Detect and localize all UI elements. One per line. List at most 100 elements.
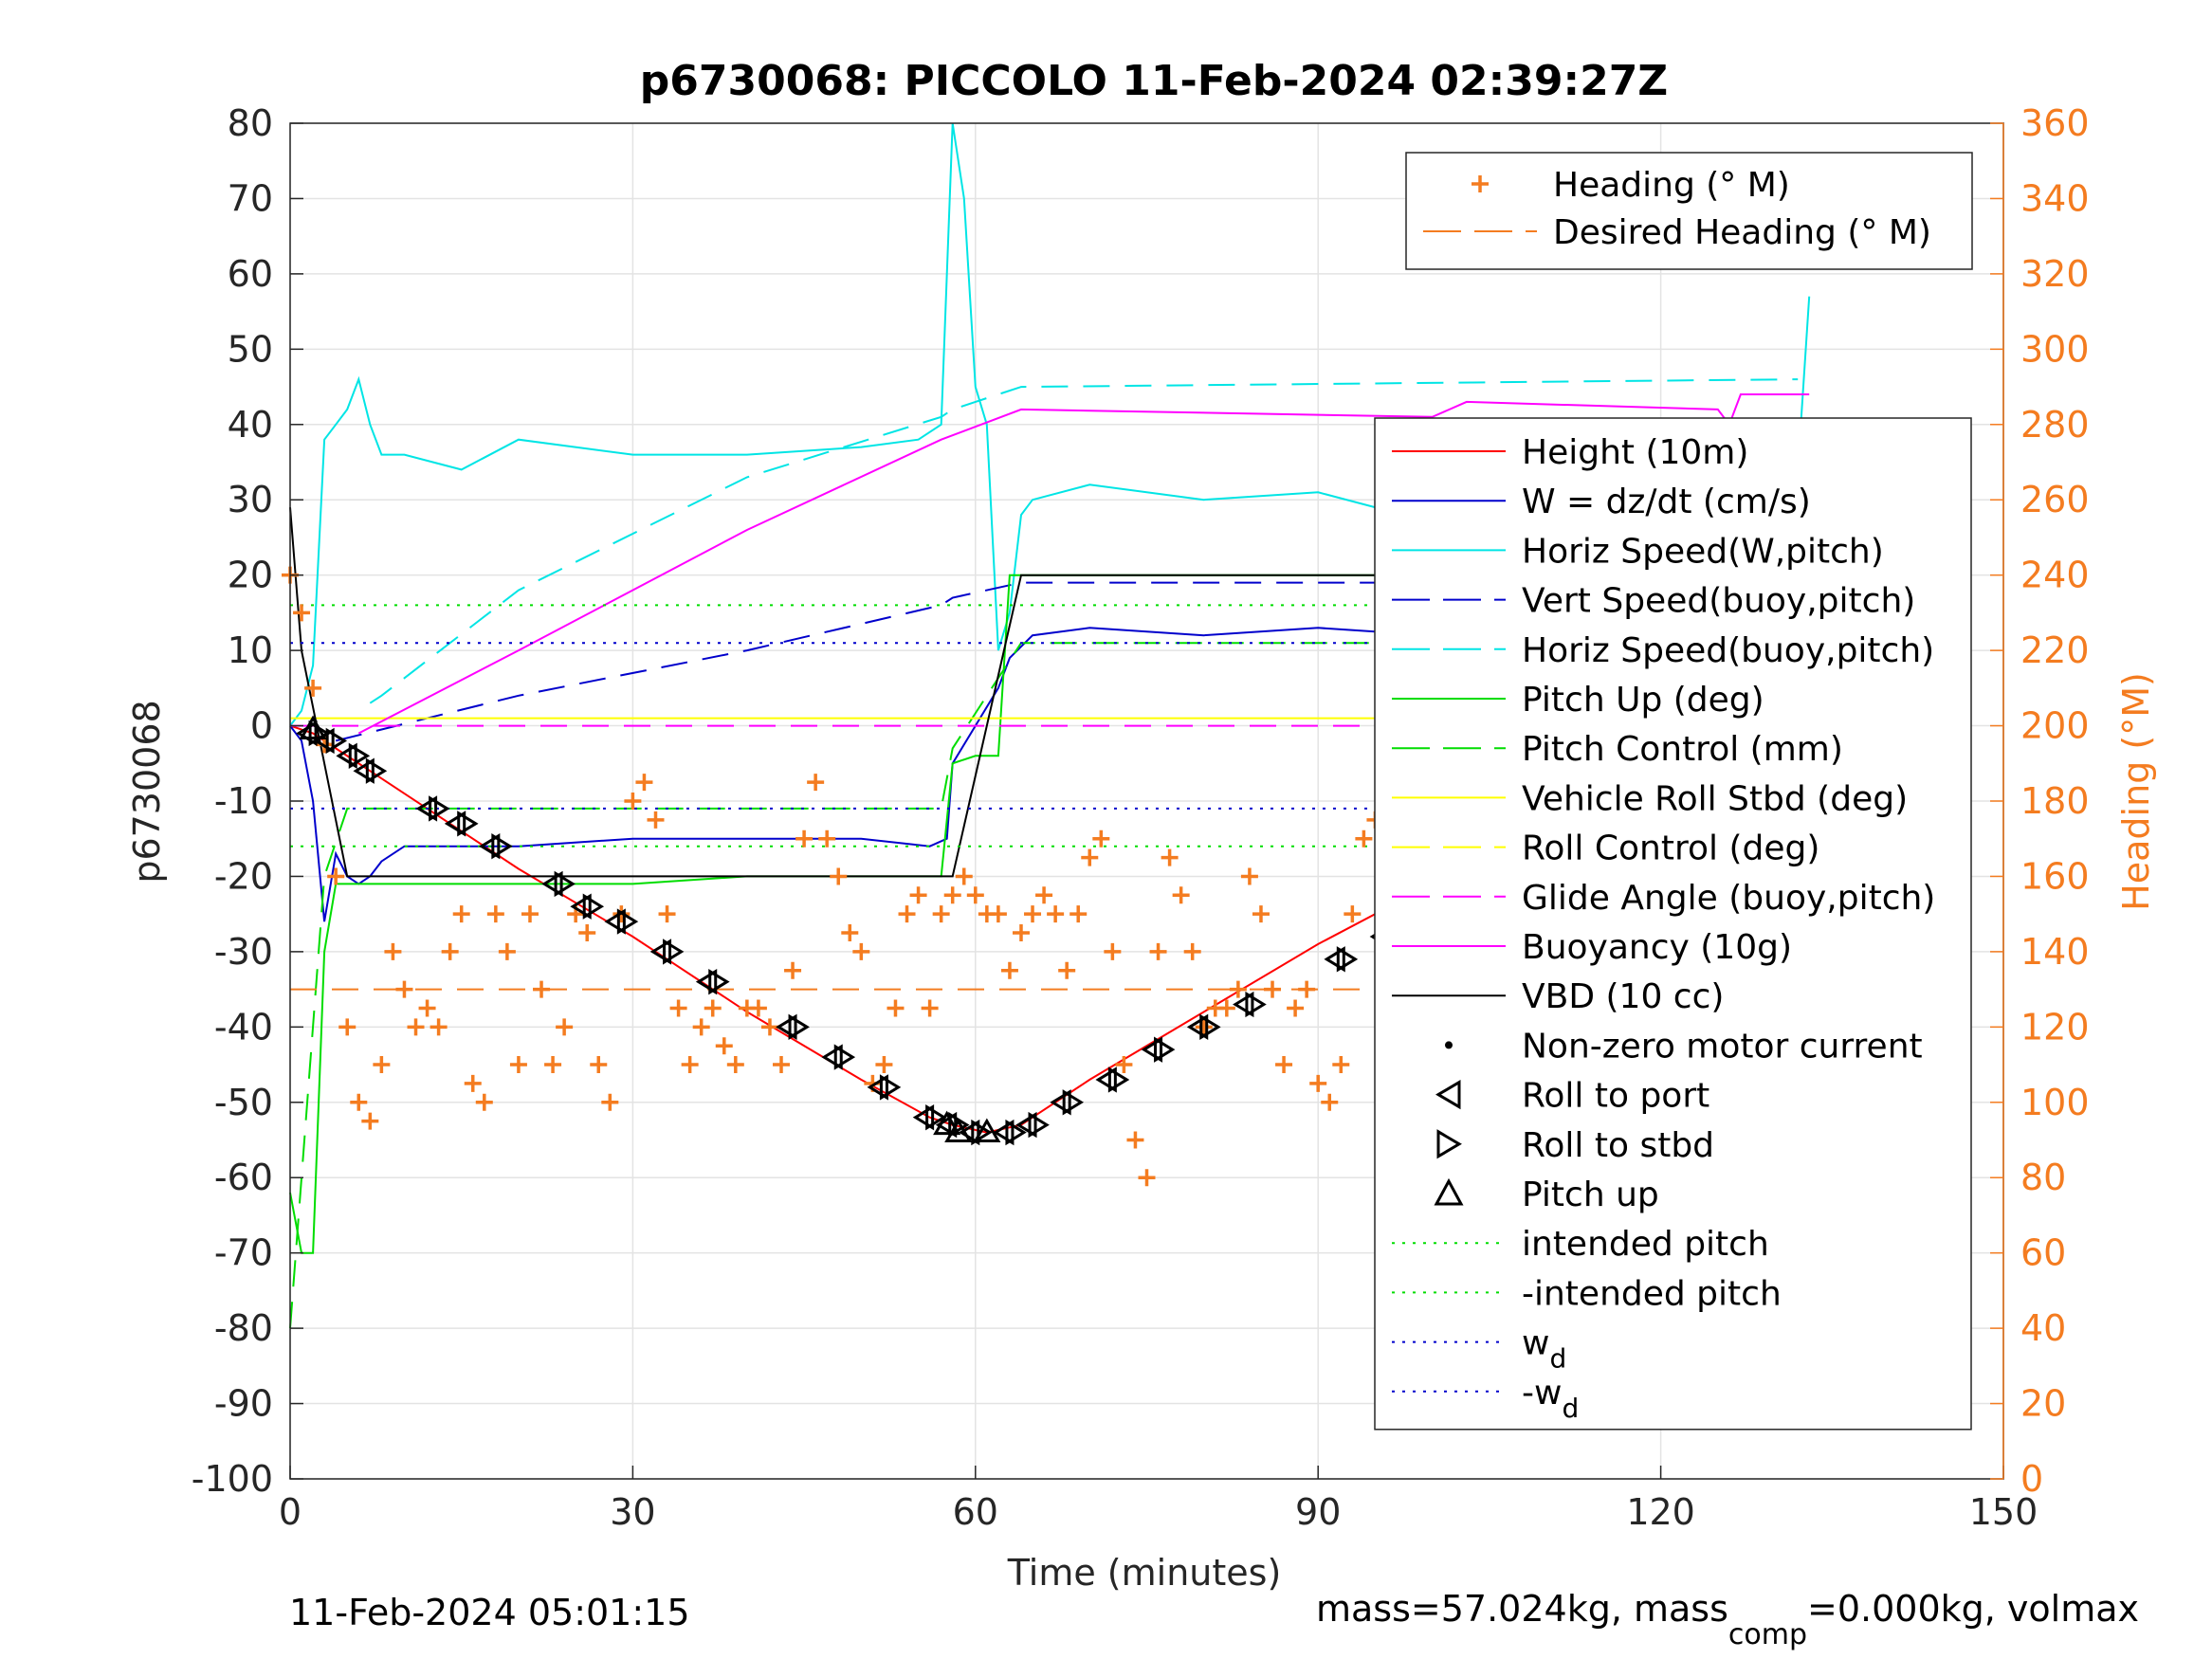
legend-label: Roll Control (deg)	[1522, 830, 1819, 868]
heading-point	[726, 1056, 744, 1074]
heading-point	[1115, 1056, 1133, 1074]
y-right-tick-label: 200	[2020, 705, 2090, 747]
legend-label: Height (10m)	[1522, 433, 1748, 472]
legend-label-text: Desired Heading (° M)	[1553, 213, 1931, 252]
legend-label-text: Height (10m)	[1522, 433, 1748, 472]
y-tick-label: -30	[214, 931, 273, 973]
y-right-tick-label: 160	[2020, 855, 2090, 897]
y-tick-label: -90	[214, 1383, 273, 1425]
legend-label-text: W = dz/dt (cm/s)	[1522, 483, 1811, 521]
heading-point	[898, 905, 916, 923]
y-tick-label: -80	[214, 1307, 273, 1349]
y-axis-right-label: Heading (°M)	[2115, 672, 2157, 911]
pitch-up-marker	[973, 1118, 1001, 1143]
heading-point	[1298, 980, 1316, 998]
heading-point	[955, 867, 973, 885]
heading-point	[1344, 905, 1362, 923]
chart-title: p6730068: PICCOLO 11-Feb-2024 02:39:27Z	[640, 57, 1668, 105]
legend-label: Vert Speed(buoy,pitch)	[1522, 582, 1915, 621]
heading-point	[807, 774, 825, 792]
y-right-tick-label: 240	[2020, 555, 2090, 596]
roll-stbd-marker	[348, 742, 371, 770]
y-tick-label: -100	[192, 1458, 273, 1500]
y-tick-label: 30	[228, 479, 273, 520]
heading-point	[533, 980, 551, 998]
roll-port-marker	[993, 1119, 1015, 1146]
heading-point	[887, 999, 905, 1017]
legend-box	[1405, 152, 1973, 270]
heading-point	[1355, 830, 1373, 848]
series-line-buoyancy-10g-	[357, 393, 1810, 735]
roll-stbd-marker	[833, 1044, 856, 1070]
heading-point	[943, 886, 961, 904]
y-tick-label: 40	[228, 404, 273, 446]
roll-stbd-marker	[663, 939, 685, 965]
heading-point	[704, 999, 722, 1017]
y-tick-label: -60	[214, 1157, 273, 1198]
roll-port-marker	[353, 757, 375, 784]
y-tick-label: -20	[214, 855, 273, 897]
y-right-tick-label: 360	[2020, 102, 2090, 144]
legend-label-sub: d	[1549, 1343, 1566, 1375]
legend-entry: Vert Speed(buoy,pitch)	[1392, 582, 1915, 621]
legend-label-sub: d	[1562, 1393, 1579, 1424]
roll-port-marker	[415, 795, 438, 822]
roll-port-marker	[1015, 1111, 1037, 1139]
heading-point	[1183, 942, 1201, 960]
heading-point	[692, 1018, 710, 1036]
y-right-tick-label: 20	[2020, 1383, 2066, 1425]
roll-port-marker	[649, 939, 672, 965]
heading-point	[795, 830, 814, 848]
y-tick-label: -10	[214, 780, 273, 822]
legend-entry: Buoyancy (10g)	[1392, 928, 1792, 967]
legend-label: Non-zero motor current	[1522, 1027, 1923, 1066]
heading-point	[818, 830, 836, 848]
roll-port-marker	[444, 811, 466, 837]
x-tick-label: 150	[1969, 1491, 2038, 1533]
legend-label: Vehicle Roll Stbd (deg)	[1522, 779, 1908, 818]
heading-point	[932, 905, 950, 923]
legend-label: Desired Heading (° M)	[1553, 213, 1931, 252]
legend-entry: Non-zero motor current	[1445, 1027, 1923, 1066]
roll-stbd-marker	[429, 795, 450, 822]
footer-mass-tail: =0.000kg, volmax	[1807, 1588, 2139, 1630]
legend-label-text: Non-zero motor current	[1522, 1027, 1923, 1066]
axis-ticks: 0 30 60 90 120 15080706050403020100-10-20-30-…	[192, 102, 2090, 1533]
roll-stbd-marker	[457, 811, 479, 837]
heading-point	[966, 886, 984, 904]
roll-stbd-marker	[365, 757, 388, 784]
heading-point	[544, 1056, 562, 1074]
pitch-up-marker	[944, 1118, 973, 1143]
heading-point	[509, 1056, 527, 1074]
legend-label-text: Roll to stbd	[1522, 1126, 1714, 1165]
legend-entry: Roll to stbd	[1436, 1126, 1714, 1165]
heading-point	[1000, 961, 1018, 979]
heading-point	[498, 942, 516, 960]
footer-timestamp: 11-Feb-2024 05:01:15	[289, 1592, 690, 1633]
heading-point	[293, 604, 311, 622]
legend-label: wd	[1522, 1324, 1566, 1375]
heading-point	[350, 1093, 368, 1111]
legend-label-text: Glide Angle (buoy,pitch)	[1522, 879, 1935, 918]
legend-label: Buoyancy (10g)	[1522, 928, 1792, 967]
roll-stbd-marker	[971, 1119, 993, 1146]
y-right-tick-label: 0	[2020, 1458, 2043, 1500]
roll-port-marker	[867, 1074, 888, 1101]
heading-point	[1229, 980, 1247, 998]
legend-entry: Vehicle Roll Stbd (deg)	[1392, 779, 1908, 818]
series-line-vert-speed-buoy-pitch-	[335, 581, 1799, 742]
heading-point	[475, 1093, 493, 1111]
legend-label: VBD (10 cc)	[1522, 977, 1724, 1016]
heading-point	[921, 999, 939, 1017]
legend-label-text: VBD (10 cc)	[1522, 977, 1724, 1016]
legend-entry: -intended pitch	[1392, 1274, 1782, 1313]
y-tick-label: 60	[228, 253, 273, 295]
heading-point	[1321, 1093, 1339, 1111]
legend-entry: Pitch up	[1434, 1176, 1659, 1214]
legend-sample-dot	[1445, 1041, 1453, 1049]
heading-point	[909, 886, 927, 904]
roll-stbd-marker	[1199, 1013, 1221, 1041]
legend-label: Pitch Control (mm)	[1522, 730, 1843, 769]
legend-label-text: Pitch up	[1522, 1176, 1659, 1214]
